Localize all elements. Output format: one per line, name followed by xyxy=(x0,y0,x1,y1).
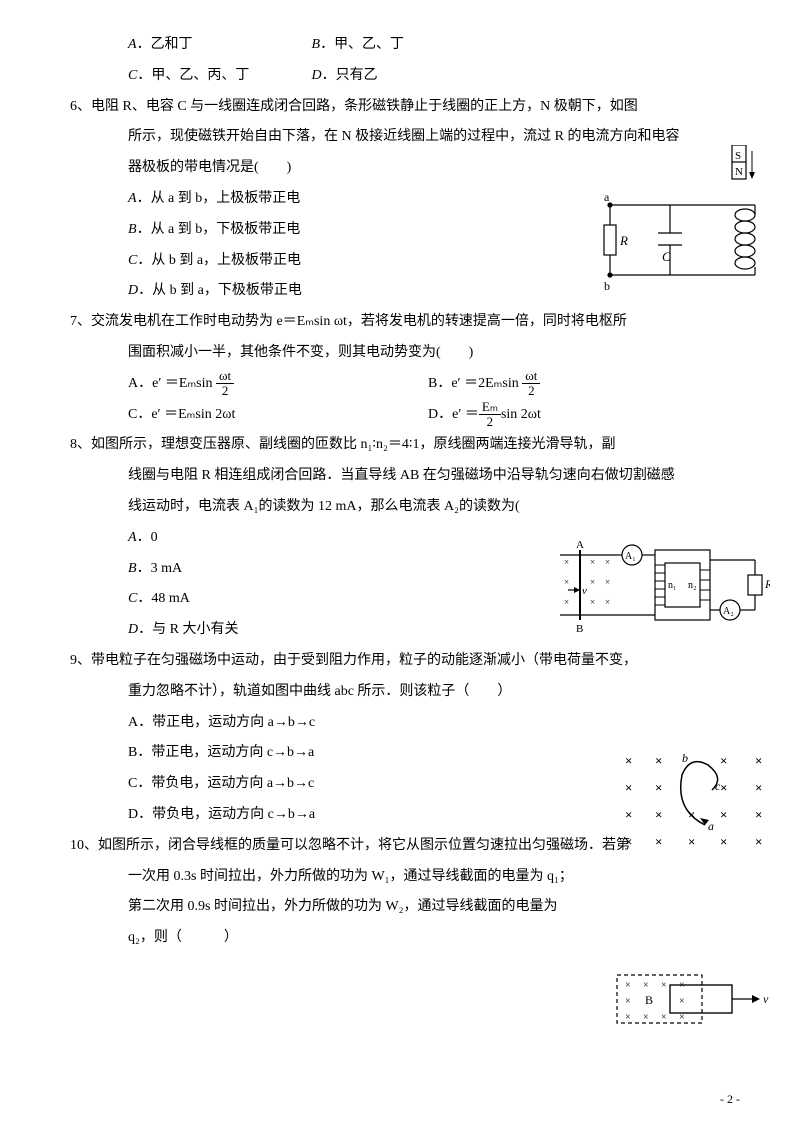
svg-text:R: R xyxy=(619,233,628,248)
svg-text:×: × xyxy=(625,834,632,849)
q9-opt-a: A．带正电，运动方向 a→b→c xyxy=(70,708,740,739)
svg-text:a: a xyxy=(604,190,610,204)
svg-text:×: × xyxy=(643,1012,649,1023)
svg-text:×: × xyxy=(564,557,569,567)
q10-stem-3: 第二次用 0.9s 时间拉出，外力所做的功为 W₂，通过导线截面的电量为 xyxy=(70,892,740,923)
q8-stem-1: 8、如图所示，理想变压器原、副线圈的匝数比 n₁∶n₂＝4∶1，原线圈两端连接光… xyxy=(70,430,740,461)
svg-text:×: × xyxy=(755,780,762,795)
svg-text:×: × xyxy=(755,834,762,849)
svg-text:×: × xyxy=(625,780,632,795)
svg-text:N: N xyxy=(735,166,743,178)
svg-text:×: × xyxy=(605,577,610,587)
svg-text:b: b xyxy=(682,751,688,765)
q8-transformer-figure: A B v × × × × × × × × × A₁ n₁ n₂ xyxy=(560,540,770,635)
q10-loop-figure: ×××× ×× ×××× B v xyxy=(615,970,770,1030)
q8-stem-3: 线运动时，电流表 A₁的读数为 12 mA，那么电流表 A₂的读数为( xyxy=(70,492,740,523)
q7-opts-row1: A．e′ ＝Eₘsin ωt2 B．e′ ＝2Eₘsin ωt2 xyxy=(70,369,740,400)
svg-text:×: × xyxy=(720,834,727,849)
q7-opt-b: B．e′ ＝2Eₘsin ωt2 xyxy=(428,369,540,400)
q8-stem-2: 线圈与电阻 R 相连组成闭合回路．当直导线 AB 在匀强磁场中沿导轨匀速向右做切… xyxy=(70,461,740,492)
q6-stem-1: 6、电阻 R、电容 C 与一线圈连成闭合回路，条形磁铁静止于线圈的正上方，N 极… xyxy=(70,92,740,123)
svg-text:C: C xyxy=(662,249,671,264)
svg-text:×: × xyxy=(655,780,662,795)
svg-text:×: × xyxy=(625,807,632,822)
svg-text:A₁: A₁ xyxy=(625,551,636,562)
svg-text:a: a xyxy=(708,819,714,833)
svg-text:n₂: n₂ xyxy=(688,580,697,591)
svg-text:×: × xyxy=(625,980,631,991)
q9-stem-2: 重力忽略不计），轨道如图中曲线 abc 所示．则该粒子（ ） xyxy=(70,677,740,708)
svg-text:×: × xyxy=(655,807,662,822)
q7-opts-row2: C．e′ ＝Eₘsin 2ωt D．e′ ＝Eₘ2sin 2ωt xyxy=(70,400,740,431)
svg-text:S: S xyxy=(735,150,741,162)
svg-text:×: × xyxy=(590,597,595,607)
svg-text:b: b xyxy=(604,279,610,293)
svg-text:×: × xyxy=(661,1012,667,1023)
q9-stem-1: 9、带电粒子在匀强磁场中运动，由于受到阻力作用，粒子的动能逐渐减小（带电荷量不变… xyxy=(70,646,740,677)
q5-opt-c: C．甲、乙、丙、丁 xyxy=(128,61,308,92)
svg-text:×: × xyxy=(755,807,762,822)
svg-text:R: R xyxy=(764,577,770,591)
svg-text:×: × xyxy=(655,753,662,768)
q5-opt-d: D．只有乙 xyxy=(312,61,378,92)
svg-text:×: × xyxy=(625,1012,631,1023)
svg-text:×: × xyxy=(564,577,569,587)
svg-text:A₂: A₂ xyxy=(723,606,734,617)
svg-text:×: × xyxy=(625,996,631,1007)
q10-stem-4: q₂，则（ ） xyxy=(70,923,740,954)
q7-opt-a: A．e′ ＝Eₘsin ωt2 xyxy=(128,369,428,400)
q7-stem-1: 7、交流发电机在工作时电动势为 e＝Eₘsin ωt，若将发电机的转速提高一倍，… xyxy=(70,307,740,338)
svg-text:×: × xyxy=(720,753,727,768)
svg-text:×: × xyxy=(720,780,727,795)
svg-text:A: A xyxy=(576,540,584,551)
svg-text:n₁: n₁ xyxy=(668,580,677,591)
svg-text:×: × xyxy=(564,597,569,607)
svg-text:×: × xyxy=(679,1012,685,1023)
svg-text:×: × xyxy=(590,557,595,567)
svg-text:v: v xyxy=(763,992,769,1006)
q5-opt-a: A．乙和丁 xyxy=(128,30,308,61)
svg-text:B: B xyxy=(645,993,653,1007)
svg-text:×: × xyxy=(643,980,649,991)
page-number: - 2 - xyxy=(720,1086,740,1112)
svg-text:×: × xyxy=(605,597,610,607)
q7-stem-2: 围面积减小一半，其他条件不变，则其电动势变为( ) xyxy=(70,338,740,369)
q5-opt-b: B．甲、乙、丁 xyxy=(312,30,405,61)
svg-text:×: × xyxy=(755,753,762,768)
svg-text:×: × xyxy=(590,577,595,587)
svg-text:×: × xyxy=(655,834,662,849)
svg-text:v: v xyxy=(582,585,587,597)
svg-text:×: × xyxy=(605,557,610,567)
svg-text:×: × xyxy=(688,834,695,849)
svg-text:c: c xyxy=(715,779,721,793)
q7-opt-d: D．e′ ＝Eₘ2sin 2ωt xyxy=(428,400,541,431)
q5-options-row2: C．甲、乙、丙、丁 D．只有乙 xyxy=(70,61,740,92)
q9-field-figure: × × × × × × × × × × × × × × × × × × b c a xyxy=(620,750,770,870)
q5-options-row1: A．乙和丁 B．甲、乙、丁 xyxy=(70,30,740,61)
svg-text:×: × xyxy=(661,980,667,991)
q6-circuit-figure: S N R C a b xyxy=(600,145,760,295)
svg-text:B: B xyxy=(576,623,583,635)
svg-text:×: × xyxy=(688,807,695,822)
q7-opt-c: C．e′ ＝Eₘsin 2ωt xyxy=(128,400,428,431)
svg-text:×: × xyxy=(720,807,727,822)
svg-text:×: × xyxy=(625,753,632,768)
